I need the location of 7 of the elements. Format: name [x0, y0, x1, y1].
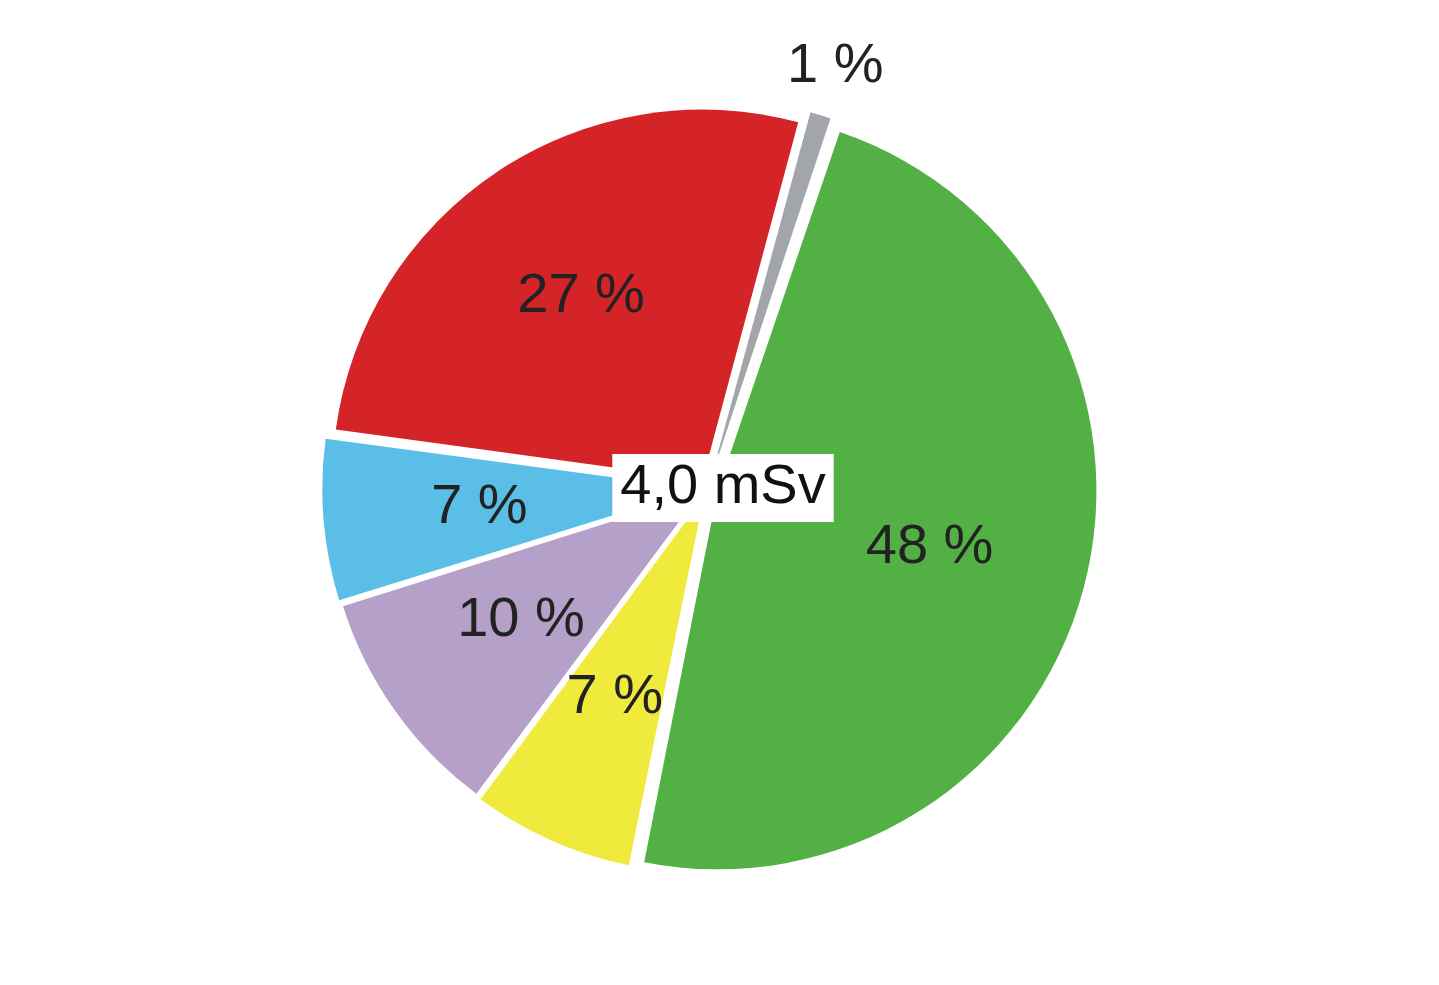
data-label: 1 %: [786, 31, 884, 95]
data-label: 48 %: [865, 511, 994, 575]
data-label: 7 %: [431, 471, 528, 535]
data-label: 7 %: [566, 662, 663, 725]
data-label: 10 %: [457, 585, 585, 649]
text: 4,0 mSv: [620, 452, 826, 516]
data-label: 27 %: [517, 261, 645, 325]
